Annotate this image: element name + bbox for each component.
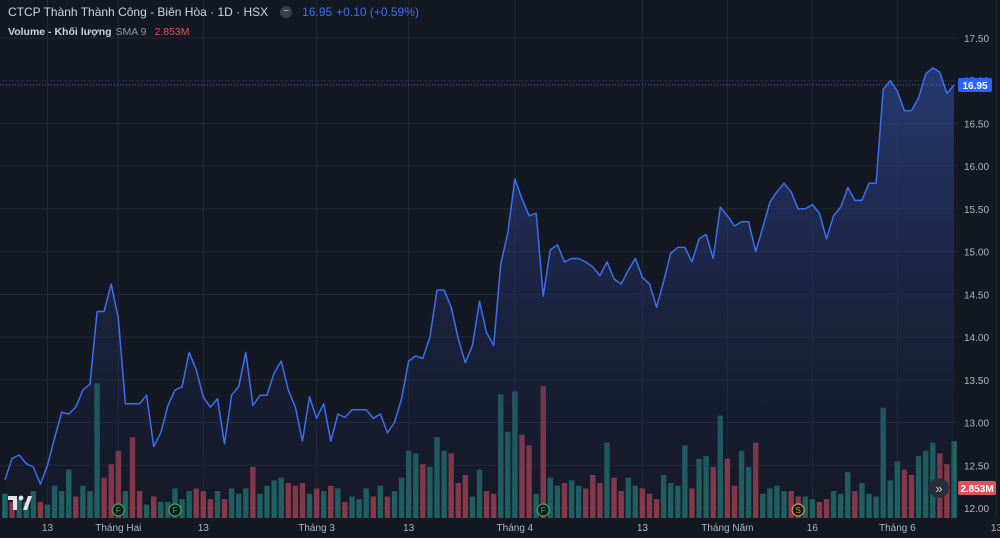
price-tick-label: 14.50 bbox=[964, 290, 989, 301]
time-tick-label: 13 bbox=[198, 523, 210, 534]
marker-glyph: F bbox=[116, 506, 121, 515]
time-tick-label: Tháng 4 bbox=[497, 523, 534, 534]
time-tick-label: 13 bbox=[403, 523, 415, 534]
time-tick-label: Tháng 3 bbox=[298, 523, 335, 534]
marker-circle bbox=[168, 503, 182, 517]
tradingview-logo-icon[interactable] bbox=[8, 494, 32, 514]
marker-glyph: F bbox=[541, 506, 546, 515]
time-tick-label: 16 bbox=[807, 523, 819, 534]
price-tick-label: 15.50 bbox=[964, 205, 989, 216]
price-tick-label: 13.00 bbox=[964, 419, 989, 430]
price-line-group bbox=[0, 67, 956, 485]
marker-glyph: S bbox=[796, 506, 801, 515]
scroll-to-realtime-icon[interactable]: » bbox=[929, 478, 949, 498]
time-tick-label: 13 bbox=[991, 523, 1000, 534]
earnings-marker-icon[interactable]: F bbox=[536, 503, 550, 517]
price-tick-label: 16.50 bbox=[964, 119, 989, 130]
price-area bbox=[5, 67, 954, 519]
price-change: +0.10 (+0.59%) bbox=[336, 5, 419, 19]
last-price-badge bbox=[958, 78, 992, 92]
earnings-marker-icon[interactable]: F bbox=[168, 503, 182, 517]
symbol-title[interactable]: CTCP Thành Thành Công - Biên Hòa · 1D · … bbox=[8, 5, 269, 19]
collapse-legend-icon[interactable]: − bbox=[280, 6, 293, 18]
price-tick-label: 17.50 bbox=[964, 34, 989, 45]
marker-circle bbox=[111, 503, 125, 517]
price-tick-label: 14.00 bbox=[964, 333, 989, 344]
volume-badge-label: 2.853M bbox=[960, 484, 993, 495]
earnings-marker-icon[interactable]: F bbox=[111, 503, 125, 517]
time-tick-label: Tháng Hai bbox=[95, 523, 141, 534]
volume-value: 2.853M bbox=[154, 26, 190, 38]
price-area-fill bbox=[5, 67, 954, 519]
time-tick-label: 13 bbox=[637, 523, 649, 534]
marker-glyph: F bbox=[173, 506, 178, 515]
volume-legend-row: Volume - Khối lượng SMA 9 2.853M bbox=[8, 24, 419, 40]
price-tick-label: 13.50 bbox=[964, 376, 989, 387]
price-tick-label: 12.50 bbox=[964, 461, 989, 472]
price-tick-label: 16.00 bbox=[964, 162, 989, 173]
volume-badge bbox=[958, 481, 996, 495]
volume-sma: SMA 9 bbox=[115, 26, 147, 38]
price-axis[interactable]: 17.5017.0016.5016.0015.5015.0014.5014.00… bbox=[958, 34, 996, 515]
chart-legend: CTCP Thành Thành Công - Biên Hòa · 1D · … bbox=[8, 4, 419, 40]
last-price: 16.95 bbox=[302, 5, 333, 19]
price-tick-label: 12.00 bbox=[964, 504, 989, 515]
price-tick-label: 15.00 bbox=[964, 248, 989, 259]
time-tick-label: 13 bbox=[42, 523, 54, 534]
price-line bbox=[4, 67, 955, 485]
time-axis[interactable]: 13 Tháng Hai 13 Tháng 3 13 Tháng 4 13 Tháng Năm… bbox=[42, 523, 1000, 534]
time-tick-label: Tháng Năm bbox=[701, 523, 753, 534]
volume-title[interactable]: Volume - Khối lượng bbox=[8, 26, 112, 38]
time-tick-label: Tháng 6 bbox=[879, 523, 916, 534]
split-marker-icon[interactable]: S bbox=[791, 503, 805, 517]
last-price-badge-label: 16.95 bbox=[962, 81, 987, 92]
marker-circle bbox=[536, 503, 550, 517]
marker-circle bbox=[791, 503, 805, 517]
symbol-legend-row: CTCP Thành Thành Công - Biên Hòa · 1D · … bbox=[8, 4, 419, 20]
